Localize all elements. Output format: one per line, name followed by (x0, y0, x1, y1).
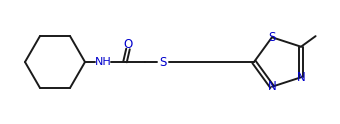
Text: S: S (159, 56, 167, 68)
Text: NH: NH (95, 57, 112, 67)
Text: O: O (123, 37, 133, 50)
Text: N: N (297, 71, 305, 84)
Text: N: N (268, 80, 276, 93)
Text: S: S (268, 31, 276, 44)
